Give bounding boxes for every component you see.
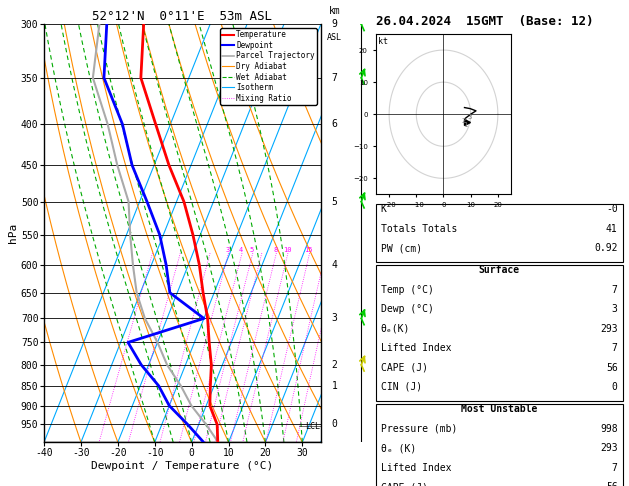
Text: Most Unstable: Most Unstable xyxy=(461,404,537,415)
Text: 293: 293 xyxy=(600,443,618,453)
Text: 7: 7 xyxy=(612,463,618,473)
Text: Temp (°C): Temp (°C) xyxy=(381,285,433,295)
Text: 1: 1 xyxy=(464,122,468,128)
Text: 7: 7 xyxy=(331,73,338,83)
Text: -0: -0 xyxy=(606,204,618,214)
Text: 41: 41 xyxy=(606,224,618,234)
Text: km: km xyxy=(329,6,340,16)
Text: 6: 6 xyxy=(331,119,338,129)
Text: 2: 2 xyxy=(461,119,465,124)
Title: 52°12'N  0°11'E  53m ASL: 52°12'N 0°11'E 53m ASL xyxy=(92,10,272,23)
Y-axis label: hPa: hPa xyxy=(8,223,18,243)
Text: Surface: Surface xyxy=(479,265,520,276)
Text: 0: 0 xyxy=(331,419,338,430)
Text: CAPE (J): CAPE (J) xyxy=(381,363,428,373)
Text: 0.92: 0.92 xyxy=(594,243,618,253)
Text: 7: 7 xyxy=(612,343,618,353)
Text: 3: 3 xyxy=(467,114,472,120)
Text: ASL: ASL xyxy=(327,33,342,42)
Text: Totals Totals: Totals Totals xyxy=(381,224,457,234)
Text: CIN (J): CIN (J) xyxy=(381,382,421,392)
Text: K: K xyxy=(381,204,386,214)
Text: 3: 3 xyxy=(612,304,618,314)
Text: 3: 3 xyxy=(331,313,338,324)
Text: 7: 7 xyxy=(612,285,618,295)
Text: 4: 4 xyxy=(239,247,243,253)
Text: 10: 10 xyxy=(283,247,291,253)
Text: 0: 0 xyxy=(612,382,618,392)
Text: 26.04.2024  15GMT  (Base: 12): 26.04.2024 15GMT (Base: 12) xyxy=(376,15,593,28)
Text: kt: kt xyxy=(378,36,388,46)
Text: θₑ(K): θₑ(K) xyxy=(381,324,410,334)
Text: 2: 2 xyxy=(331,360,338,370)
Text: PW (cm): PW (cm) xyxy=(381,243,421,253)
Text: Dewp (°C): Dewp (°C) xyxy=(381,304,433,314)
Text: CAPE (J): CAPE (J) xyxy=(381,482,428,486)
Text: θₑ (K): θₑ (K) xyxy=(381,443,416,453)
Text: 1: 1 xyxy=(331,381,338,391)
Text: 5: 5 xyxy=(331,197,338,207)
Text: 8: 8 xyxy=(274,247,278,253)
Text: Lifted Index: Lifted Index xyxy=(381,343,451,353)
Text: 998: 998 xyxy=(600,424,618,434)
Text: 4: 4 xyxy=(331,260,338,270)
Text: 9: 9 xyxy=(331,19,338,29)
Text: 293: 293 xyxy=(600,324,618,334)
X-axis label: Dewpoint / Temperature (°C): Dewpoint / Temperature (°C) xyxy=(91,461,274,470)
Legend: Temperature, Dewpoint, Parcel Trajectory, Dry Adiabat, Wet Adiabat, Isotherm, Mi: Temperature, Dewpoint, Parcel Trajectory… xyxy=(220,28,317,105)
Text: 5: 5 xyxy=(250,247,254,253)
Text: 3: 3 xyxy=(226,247,230,253)
Text: 56: 56 xyxy=(606,482,618,486)
Text: Lifted Index: Lifted Index xyxy=(381,463,451,473)
Text: Pressure (mb): Pressure (mb) xyxy=(381,424,457,434)
Text: 15: 15 xyxy=(304,247,313,253)
Text: 56: 56 xyxy=(606,363,618,373)
Text: LCL: LCL xyxy=(304,422,320,431)
